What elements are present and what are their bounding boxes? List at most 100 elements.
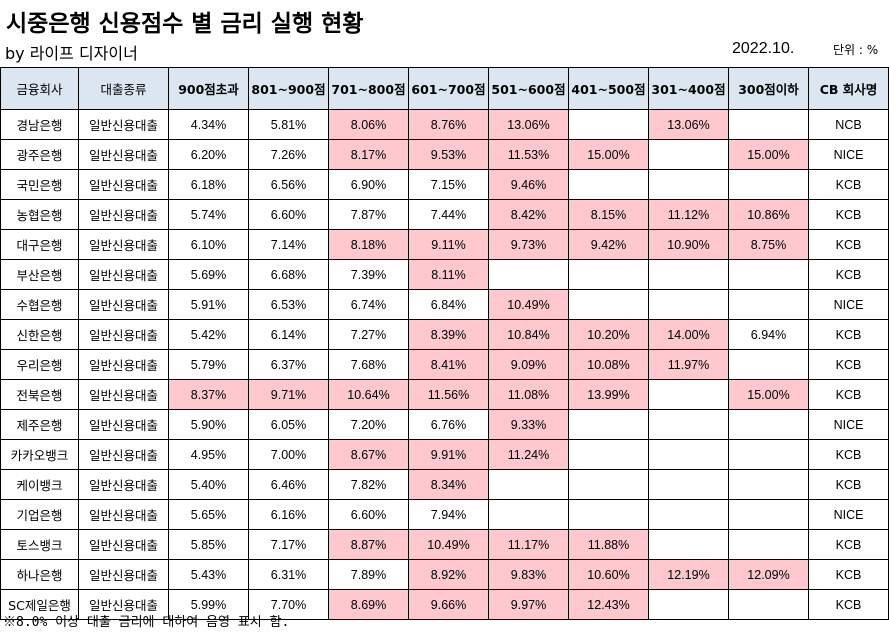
- rate-cell: 6.16%: [248, 499, 329, 530]
- rate-cell: 7.82%: [328, 469, 409, 500]
- rate-cell: 6.90%: [328, 169, 409, 200]
- rate-cell: 10.64%: [328, 379, 409, 410]
- rate-table: 금융회사 대출종류 900점초과 801~900점 701~800점 601~7…: [0, 67, 889, 620]
- bank-name-cell: 케이뱅크: [0, 469, 79, 500]
- rate-cell: 10.60%: [568, 559, 649, 590]
- loan-type-cell: 일반신용대출: [78, 229, 169, 260]
- rate-cell: 9.46%: [488, 169, 569, 200]
- rate-cell: 11.08%: [488, 379, 569, 410]
- cb-company-cell: NICE: [808, 409, 889, 440]
- col-header-301-400: 301~400점: [648, 67, 729, 110]
- rate-cell: 6.60%: [248, 199, 329, 230]
- cb-company-cell: KCB: [808, 229, 889, 260]
- rate-cell: 8.42%: [488, 199, 569, 230]
- rate-cell: 11.53%: [488, 139, 569, 170]
- loan-type-cell: 일반신용대출: [78, 199, 169, 230]
- rate-cell: [728, 529, 809, 560]
- cb-company-cell: KCB: [808, 259, 889, 290]
- footnote: ※8.0% 이상 대출 금리에 대하여 음영 표시 함.: [3, 615, 290, 630]
- cb-company-cell: KCB: [808, 529, 889, 560]
- rate-cell: 6.05%: [248, 409, 329, 440]
- rate-cell: [568, 109, 649, 140]
- rate-cell: 8.69%: [328, 589, 409, 620]
- rate-cell: 7.27%: [328, 319, 409, 350]
- rate-cell: 8.87%: [328, 529, 409, 560]
- rate-cell: 9.71%: [248, 379, 329, 410]
- rate-cell: 7.17%: [248, 529, 329, 560]
- rate-cell: 8.41%: [408, 349, 489, 380]
- header-row: 금융회사 대출종류 900점초과 801~900점 701~800점 601~7…: [0, 67, 889, 110]
- rate-cell: [488, 499, 569, 530]
- table-row: 부산은행 일반신용대출 5.69% 6.68% 7.39% 8.11% KCB: [0, 259, 889, 290]
- table-row: 제주은행 일반신용대출 5.90% 6.05% 7.20% 6.76% 9.33% NICE: [0, 409, 889, 440]
- rate-cell: 9.33%: [488, 409, 569, 440]
- rate-cell: [568, 469, 649, 500]
- loan-type-cell: 일반신용대출: [78, 289, 169, 320]
- bank-name-cell: 하나은행: [0, 559, 79, 590]
- rate-cell: 8.11%: [408, 259, 489, 290]
- rate-cell: 6.76%: [408, 409, 489, 440]
- rate-cell: [648, 439, 729, 470]
- rate-cell: 10.49%: [408, 529, 489, 560]
- bank-name-cell: 경남은행: [0, 109, 79, 140]
- rate-cell: 7.94%: [408, 499, 489, 530]
- rate-cell: 8.18%: [328, 229, 409, 260]
- rate-cell: 13.99%: [568, 379, 649, 410]
- rate-cell: 9.42%: [568, 229, 649, 260]
- table-row: 대구은행 일반신용대출 6.10% 7.14% 8.18% 9.11% 9.73% 9.42%…: [0, 229, 889, 260]
- bank-name-cell: 광주은행: [0, 139, 79, 170]
- cb-company-cell: KCB: [808, 559, 889, 590]
- rate-cell: 7.26%: [248, 139, 329, 170]
- rate-cell: [728, 169, 809, 200]
- rate-cell: 6.20%: [168, 139, 249, 170]
- rate-cell: 8.15%: [568, 199, 649, 230]
- cb-company-cell: KCB: [808, 169, 889, 200]
- cb-company-cell: KCB: [808, 379, 889, 410]
- cb-company-cell: KCB: [808, 319, 889, 350]
- rate-cell: 12.09%: [728, 559, 809, 590]
- loan-type-cell: 일반신용대출: [78, 589, 169, 620]
- bank-name-cell: 기업은행: [0, 499, 79, 530]
- rate-cell: 15.00%: [568, 139, 649, 170]
- rate-cell: [728, 259, 809, 290]
- rate-cell: 6.74%: [328, 289, 409, 320]
- table-row: 카카오뱅크 일반신용대출 4.95% 7.00% 8.67% 9.91% 11.24% KCB: [0, 439, 889, 470]
- unit-label: 단위 : %: [833, 43, 879, 57]
- rate-cell: [568, 499, 649, 530]
- rate-cell: 6.68%: [248, 259, 329, 290]
- bank-name-cell: 국민은행: [0, 169, 79, 200]
- rate-cell: 5.43%: [168, 559, 249, 590]
- table-row: 농협은행 일반신용대출 5.74% 6.60% 7.87% 7.44% 8.42% 8.15%…: [0, 199, 889, 230]
- rate-cell: 6.46%: [248, 469, 329, 500]
- col-header-401-500: 401~500점: [568, 67, 649, 110]
- bank-name-cell: 전북은행: [0, 379, 79, 410]
- rate-cell: [728, 109, 809, 140]
- loan-type-cell: 일반신용대출: [78, 319, 169, 350]
- loan-type-cell: 일반신용대출: [78, 499, 169, 530]
- bank-name-cell: 우리은행: [0, 349, 79, 380]
- rate-cell: 7.70%: [248, 589, 329, 620]
- rate-cell: 15.00%: [728, 379, 809, 410]
- rate-cell: [728, 589, 809, 620]
- rate-cell: [648, 409, 729, 440]
- rate-cell: [648, 169, 729, 200]
- rate-cell: 10.90%: [648, 229, 729, 260]
- rate-cell: [648, 289, 729, 320]
- cb-company-cell: KCB: [808, 199, 889, 230]
- rate-cell: 8.39%: [408, 319, 489, 350]
- rate-cell: 6.94%: [728, 319, 809, 350]
- rate-cell: 11.12%: [648, 199, 729, 230]
- table-row: 수협은행 일반신용대출 5.91% 6.53% 6.74% 6.84% 10.49% NICE: [0, 289, 889, 320]
- rate-cell: [648, 589, 729, 620]
- rate-cell: [728, 469, 809, 500]
- rate-cell: 7.00%: [248, 439, 329, 470]
- cb-company-cell: KCB: [808, 439, 889, 470]
- rate-cell: 9.97%: [488, 589, 569, 620]
- bank-name-cell: 수협은행: [0, 289, 79, 320]
- rate-cell: 6.37%: [248, 349, 329, 380]
- rate-cell: 12.19%: [648, 559, 729, 590]
- page-title: 시중은행 신용점수 별 금리 실행 현황: [6, 11, 364, 37]
- rate-cell: 6.56%: [248, 169, 329, 200]
- rate-cell: [568, 409, 649, 440]
- rate-cell: 5.65%: [168, 499, 249, 530]
